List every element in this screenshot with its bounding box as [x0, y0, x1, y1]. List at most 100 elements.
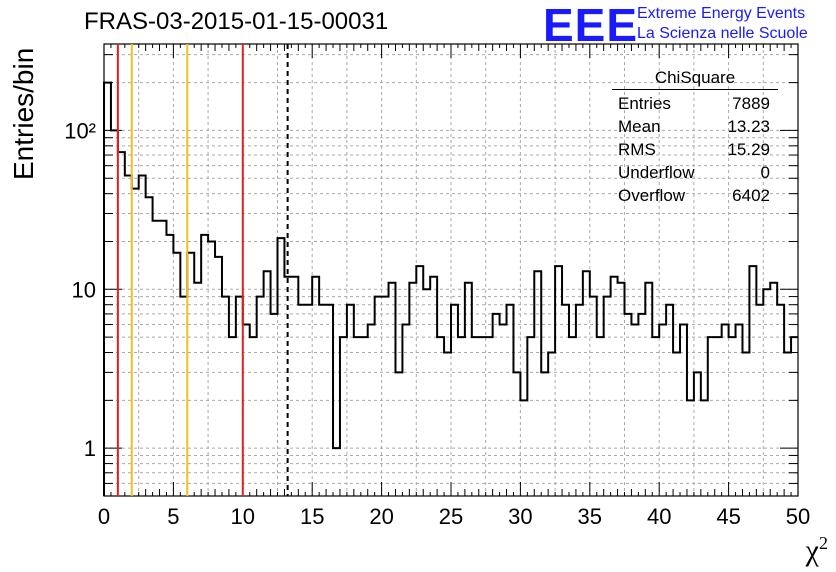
x-tick-label: 45: [716, 504, 740, 529]
histogram-bin: [722, 325, 729, 496]
histogram-bin: [611, 277, 618, 496]
histogram-bin: [444, 353, 451, 496]
histogram-bin: [770, 283, 777, 496]
histogram-bin: [451, 305, 458, 496]
histogram-bin: [125, 176, 132, 496]
histogram-bin: [118, 152, 125, 496]
histogram-bin: [701, 400, 708, 496]
histogram-bin: [208, 241, 215, 496]
histogram-bin: [465, 283, 472, 496]
stats-row: Overflow 6402: [612, 184, 778, 207]
histogram-bin: [645, 283, 652, 496]
stats-label: RMS: [618, 140, 656, 159]
histogram-bin: [423, 289, 430, 496]
histogram-bin: [146, 197, 153, 496]
histogram-series: [103, 81, 798, 496]
logo-line-2: La Scienza nelle Scuole: [637, 25, 808, 42]
histogram-bin: [111, 130, 118, 496]
histogram-bin: [319, 305, 326, 496]
histogram-bin: [784, 353, 791, 496]
x-tick-label: 0: [98, 504, 110, 529]
histogram-bin: [402, 325, 409, 496]
x-axis-label-text: χ: [805, 534, 819, 567]
x-tick-label: 30: [508, 504, 532, 529]
stats-label: Underflow: [618, 163, 695, 182]
histogram-bin: [590, 297, 597, 496]
stats-label: Mean: [618, 117, 661, 136]
histogram-bin: [777, 305, 784, 496]
histogram-bin: [243, 325, 250, 496]
histogram-bin: [395, 372, 402, 496]
histogram-bin: [236, 297, 243, 496]
histogram-bin: [534, 271, 541, 496]
x-tick-label: 40: [647, 504, 671, 529]
histogram-bin: [479, 337, 486, 496]
histogram-bin: [673, 353, 680, 496]
histogram-bin: [347, 305, 354, 496]
histogram-bin: [527, 337, 534, 496]
x-tick-label: 10: [231, 504, 255, 529]
histogram-bin: [583, 271, 590, 496]
histogram-bin: [472, 337, 479, 496]
histogram-bin: [736, 325, 743, 496]
histogram-bin: [708, 337, 715, 496]
histogram-bin: [368, 325, 375, 496]
histogram-bin: [604, 297, 611, 496]
histogram-bin: [486, 337, 493, 496]
x-tick-label: 15: [300, 504, 324, 529]
stats-row: Underflow 0: [612, 161, 778, 184]
stats-value: 13.23: [727, 117, 770, 136]
histogram-bin: [513, 372, 520, 496]
histogram-bin: [687, 400, 694, 496]
histogram-bin: [493, 314, 500, 496]
x-tick-label: 20: [369, 504, 393, 529]
logo-caption: Extreme Energy Events La Scienza nelle S…: [637, 4, 808, 44]
histogram-bin: [666, 305, 673, 496]
histogram-bin: [694, 372, 701, 496]
histogram-bin: [500, 325, 507, 496]
histogram-bin: [555, 266, 562, 496]
histogram-bin: [180, 297, 187, 496]
histogram-bin: [520, 400, 527, 496]
histogram-bin: [618, 283, 625, 496]
histogram-bin: [333, 448, 340, 496]
histogram-bin: [298, 305, 305, 496]
histogram-bin: [305, 305, 312, 496]
histogram-bin: [729, 337, 736, 496]
histogram-bin: [139, 176, 146, 496]
histogram-bin: [541, 372, 548, 496]
histogram-bin: [507, 305, 514, 496]
histogram-bin: [250, 337, 257, 496]
stats-value: 6402: [732, 186, 770, 205]
eee-logo: EEE: [543, 0, 639, 51]
histogram-bin: [562, 305, 569, 496]
histogram-bin: [257, 297, 264, 496]
histogram-bin: [153, 221, 160, 496]
histogram-bin: [132, 189, 139, 496]
stats-row: Entries 7889: [612, 92, 778, 115]
histogram-bin: [222, 297, 229, 496]
histogram-bin: [187, 253, 194, 496]
histogram-bin: [382, 297, 389, 496]
histogram-bin: [742, 353, 749, 496]
histogram-bin: [652, 337, 659, 496]
histogram-bin: [264, 271, 271, 496]
x-tick-label: 50: [786, 504, 810, 529]
histogram-bin: [375, 297, 382, 496]
stats-box: ChiSquare Entries 7889 Mean 13.23 RMS 15.29 Un…: [612, 68, 778, 207]
y-tick-label: 1: [84, 436, 96, 461]
y-tick-label: 10: [72, 277, 96, 302]
x-tick-label: 5: [167, 504, 179, 529]
stats-label: Overflow: [618, 186, 686, 205]
histogram-bin: [631, 325, 638, 496]
stats-value: 0: [760, 163, 770, 182]
histogram-bin: [229, 337, 236, 496]
y-tick-label: 10²: [64, 118, 96, 143]
x-tick-label: 25: [439, 504, 463, 529]
histogram-bin: [104, 83, 111, 496]
stats-value: 15.29: [727, 140, 770, 159]
stats-row: Mean 13.23: [612, 115, 778, 138]
histogram-bin: [354, 337, 361, 496]
histogram-bin: [340, 337, 347, 496]
